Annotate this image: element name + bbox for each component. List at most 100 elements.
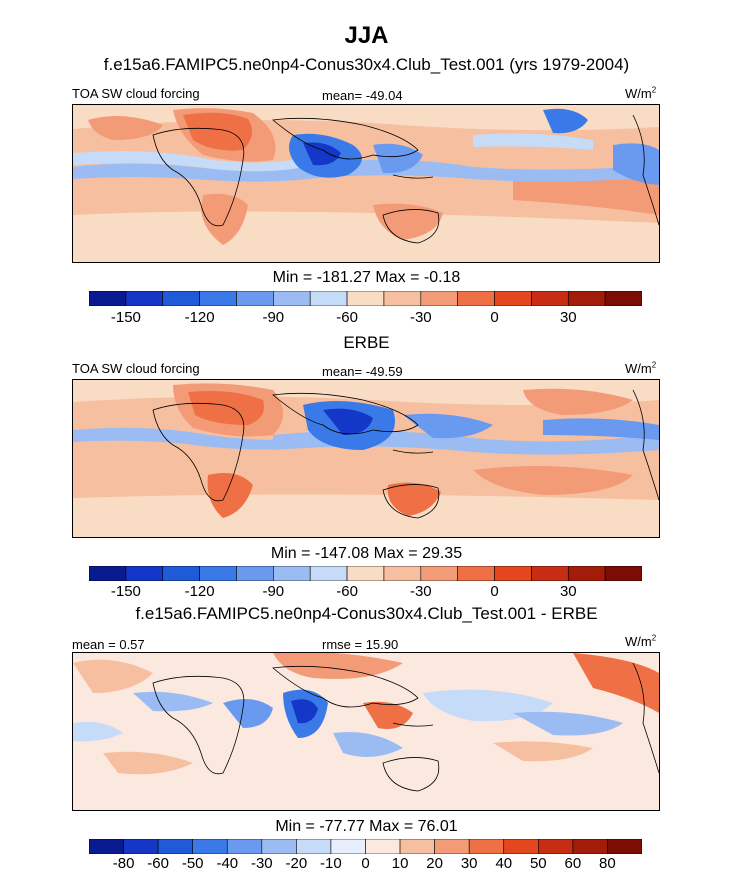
colorbar-swatch [434, 839, 470, 854]
colorbar-tick-label: -90 [262, 309, 285, 326]
colorbar-swatch [383, 566, 422, 581]
panel-2-mean-label: mean= -49.59 [322, 364, 403, 379]
panel-2-min-max: Min = -147.08 Max = 29.35 [270, 545, 463, 562]
colorbar-tick-label: 0 [361, 855, 370, 872]
colorbar-swatch [567, 291, 606, 306]
colorbar-swatch [604, 566, 642, 581]
panel-1-variable-label: TOA SW cloud forcing [72, 86, 200, 101]
panel-3-map [72, 652, 660, 811]
colorbar-swatch [503, 839, 539, 854]
colorbar-swatch [494, 291, 532, 306]
colorbar-swatch [457, 566, 495, 581]
colorbar-tick-label: 0 [490, 583, 499, 600]
colorbar-tick-label: 20 [426, 855, 443, 872]
colorbar-tick-label: 60 [564, 855, 582, 872]
colorbar-swatch [309, 566, 348, 581]
colorbar-swatch [572, 839, 608, 854]
colorbar-swatch [157, 839, 193, 854]
panel-3-units: W/m2 [625, 633, 657, 649]
colorbar-tick-label: -60 [147, 855, 169, 872]
panel-1-min-max: Min = -181.27 Max = -0.18 [272, 269, 461, 286]
colorbar-swatch [457, 291, 495, 306]
colorbar-tick-label: -120 [184, 583, 215, 600]
colorbar-tick-label: -60 [336, 309, 358, 326]
panel-2-colorbar [89, 566, 642, 581]
colorbar-swatch [273, 566, 311, 581]
colorbar-swatch [89, 566, 127, 581]
panel-1-colorbar [89, 291, 642, 306]
colorbar-swatch [273, 291, 311, 306]
colorbar-swatch [346, 566, 385, 581]
colorbar-tick-label: -30 [409, 309, 432, 326]
panel-2-colorbar-ticks: -150 -120 -90 -60 -30 0 30 [0, 583, 733, 603]
panel-1-mean-label: mean= -49.04 [322, 88, 403, 103]
panel-1-map [72, 104, 660, 263]
colorbar-swatch [199, 291, 237, 306]
panel-2-units: W/m2 [625, 360, 657, 376]
panel-1-units: W/m2 [625, 85, 657, 101]
colorbar-swatch [296, 839, 332, 854]
panel-3-colorbar-ticks: -80 -60 -50 -40 -30 -20 -10 0 10 20 30 40 50 60 80 [0, 855, 733, 875]
colorbar-swatch [236, 291, 274, 306]
panel-1-colorbar-ticks: -150 -120 -90 -60 -30 0 30 [0, 309, 733, 329]
colorbar-swatch [567, 566, 606, 581]
colorbar-tick-label: 30 [460, 855, 478, 872]
colorbar-tick-label: -80 [112, 855, 135, 872]
colorbar-tick-label: -90 [262, 583, 285, 600]
colorbar-swatch [162, 291, 200, 306]
colorbar-tick-label: -120 [184, 309, 215, 326]
colorbar-swatch [531, 291, 569, 306]
colorbar-tick-label: -30 [409, 583, 432, 600]
colorbar-tick-label: -50 [181, 855, 204, 872]
colorbar-tick-label: 30 [559, 583, 577, 600]
colorbar-tick-label: 30 [559, 309, 577, 326]
panel-2-title: ERBE [343, 333, 390, 352]
panel-3-colorbar [89, 839, 642, 854]
colorbar-swatch [365, 839, 401, 854]
colorbar-swatch [226, 839, 263, 854]
colorbar-tick-label: 10 [391, 855, 409, 872]
colorbar-swatch [531, 566, 569, 581]
colorbar-tick-label: -40 [216, 855, 239, 872]
colorbar-swatch [162, 566, 200, 581]
colorbar-swatch [346, 291, 385, 306]
panel-3-rmse-label: rmse = 15.90 [322, 637, 399, 652]
panel-2-map [72, 379, 660, 538]
colorbar-swatch [125, 566, 164, 581]
colorbar-tick-label: -30 [250, 855, 273, 872]
colorbar-swatch [89, 291, 127, 306]
colorbar-swatch [309, 291, 348, 306]
panel-2-variable-label: TOA SW cloud forcing [72, 361, 200, 376]
colorbar-swatch [399, 839, 435, 854]
colorbar-tick-label: -150 [110, 309, 141, 326]
colorbar-swatch [383, 291, 422, 306]
colorbar-swatch [192, 839, 228, 854]
panel-3-min-max: Min = -77.77 Max = 76.01 [275, 818, 458, 835]
colorbar-swatch [125, 291, 164, 306]
panel-3-title: f.e15a6.FAMIPC5.ne0np4-Conus30x4.Club_Te… [135, 604, 598, 623]
colorbar-swatch [607, 839, 642, 854]
colorbar-tick-label: -60 [336, 583, 358, 600]
colorbar-swatch [468, 839, 505, 854]
colorbar-swatch [261, 839, 297, 854]
colorbar-tick-label: 80 [599, 855, 616, 872]
colorbar-swatch [604, 291, 642, 306]
figure-title: JJA [344, 22, 389, 49]
colorbar-swatch [420, 566, 458, 581]
colorbar-tick-label: -150 [110, 583, 141, 600]
colorbar-tick-label: 40 [495, 855, 513, 872]
colorbar-tick-label: 0 [490, 309, 499, 326]
colorbar-swatch [123, 839, 159, 854]
colorbar-swatch [89, 839, 124, 854]
colorbar-swatch [538, 839, 574, 854]
colorbar-swatch [330, 839, 366, 854]
colorbar-swatch [236, 566, 274, 581]
colorbar-swatch [494, 566, 532, 581]
panel-3-mean-label: mean = 0.57 [72, 637, 145, 652]
panel-1-title: f.e15a6.FAMIPC5.ne0np4-Conus30x4.Club_Te… [103, 55, 630, 74]
colorbar-swatch [420, 291, 458, 306]
colorbar-tick-label: -10 [320, 855, 342, 872]
colorbar-tick-label: 50 [529, 855, 547, 872]
colorbar-swatch [199, 566, 237, 581]
colorbar-tick-label: -20 [285, 855, 308, 872]
